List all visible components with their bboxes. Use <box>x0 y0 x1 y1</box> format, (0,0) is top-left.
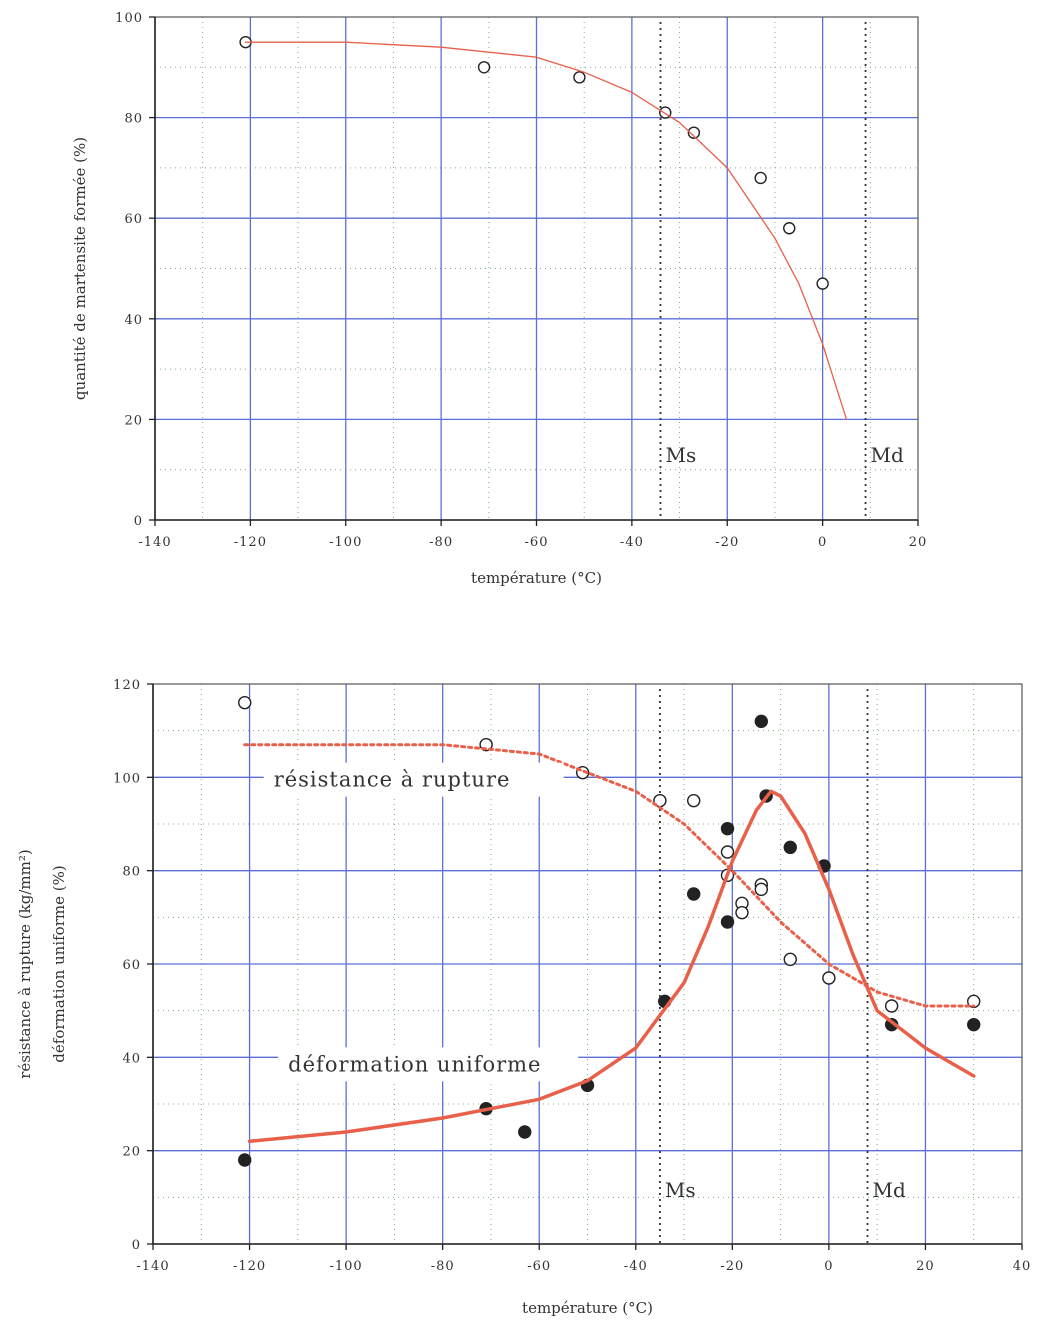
data-point-open <box>720 845 735 859</box>
data-point-open <box>816 277 829 290</box>
annotation-label: déformation uniforme <box>288 1052 541 1076</box>
data-point-open <box>477 61 491 74</box>
x-tick-label: -80 <box>431 1259 455 1274</box>
data-point-open <box>822 971 836 985</box>
data-point-filled <box>720 821 735 836</box>
y-axis-label-secondary: déformation uniforme (%) <box>50 865 68 1062</box>
x-tick-label: -20 <box>720 1259 744 1274</box>
chart-resistance-deformation: -140 -120 -100 -80 -60 -40 -20 0 20 40 0 20 40 60 80 10… <box>16 678 1032 1317</box>
marker-label-ms: Ms <box>665 443 696 467</box>
annotation-bg <box>263 762 564 797</box>
y-tick-label: 60 <box>124 212 143 227</box>
x-axis-label: température (°C) <box>471 569 602 587</box>
x-tick-label: -140 <box>138 535 171 550</box>
y-tick-label: 120 <box>113 678 141 693</box>
x-tick-label: -40 <box>620 535 644 550</box>
data-point-open <box>573 71 586 84</box>
data-point-open <box>783 952 797 967</box>
data-point-filled <box>967 1017 981 1032</box>
x-tick-label: -120 <box>234 535 267 550</box>
x-tick-label: 20 <box>909 535 928 550</box>
annotation-bg <box>278 1047 579 1082</box>
marker-label-ms: Ms <box>665 1178 696 1202</box>
chart-martensite: -140 -120 -100 -80 -60 -40 -20 0 20 0 20 40 60 80 100 M… <box>71 11 928 587</box>
x-axis-label: température (°C) <box>522 1299 653 1317</box>
data-point-open <box>238 695 252 710</box>
y-tick-label: 0 <box>134 514 143 529</box>
y-tick-label: 80 <box>122 865 141 880</box>
y-tick-label: 20 <box>124 413 143 428</box>
y-tick-label: 80 <box>124 112 143 127</box>
y-tick-label: 0 <box>132 1238 141 1253</box>
data-point-filled <box>754 714 768 729</box>
data-point-filled <box>238 1153 252 1167</box>
x-tick-label: -20 <box>715 535 739 550</box>
y-tick-label: 60 <box>122 958 141 973</box>
y-tick-label: 40 <box>122 1051 141 1066</box>
data-point-open <box>687 793 701 808</box>
y-tick-label: 40 <box>124 313 143 328</box>
x-tick-label: -140 <box>136 1259 169 1274</box>
y-tick-label: 100 <box>115 11 143 26</box>
data-point-open <box>754 882 768 897</box>
data-point-filled <box>687 887 701 901</box>
x-tick-label: 20 <box>916 1259 935 1274</box>
data-point-open <box>687 126 701 139</box>
x-tick-label: -100 <box>329 535 362 550</box>
data-point-filled <box>783 840 797 855</box>
x-tick-label: -60 <box>527 1259 551 1274</box>
x-tick-label: 40 <box>1013 1259 1032 1274</box>
data-point-filled <box>720 915 735 929</box>
series-line-solid <box>244 41 848 421</box>
series-line-solid <box>247 789 976 1144</box>
x-tick-label: -120 <box>233 1259 266 1274</box>
y-tick-label: 20 <box>122 1145 141 1160</box>
y-axis-label: quantité de martensite formée (%) <box>71 137 89 400</box>
y-axis-label: résistance à rupture (kg/mm²) <box>16 849 34 1078</box>
data-point-open <box>735 905 749 920</box>
data-point-open <box>783 222 796 235</box>
x-tick-label: -80 <box>429 535 453 550</box>
marker-label-md: Md <box>873 1178 906 1202</box>
data-point-open <box>754 171 767 185</box>
x-tick-label: -60 <box>525 535 549 550</box>
data-point-filled <box>518 1125 532 1139</box>
data-point-open <box>884 999 899 1013</box>
annotation-label: résistance à rupture <box>274 768 511 792</box>
y-tick-label: 100 <box>113 771 141 786</box>
marker-label-md: Md <box>871 443 904 467</box>
series-line-dotted <box>243 743 976 1008</box>
x-tick-label: -100 <box>330 1259 363 1274</box>
x-tick-label: -40 <box>624 1259 648 1274</box>
x-tick-label: 0 <box>824 1259 833 1274</box>
x-tick-label: 0 <box>818 535 827 550</box>
grid-lines <box>155 17 918 520</box>
